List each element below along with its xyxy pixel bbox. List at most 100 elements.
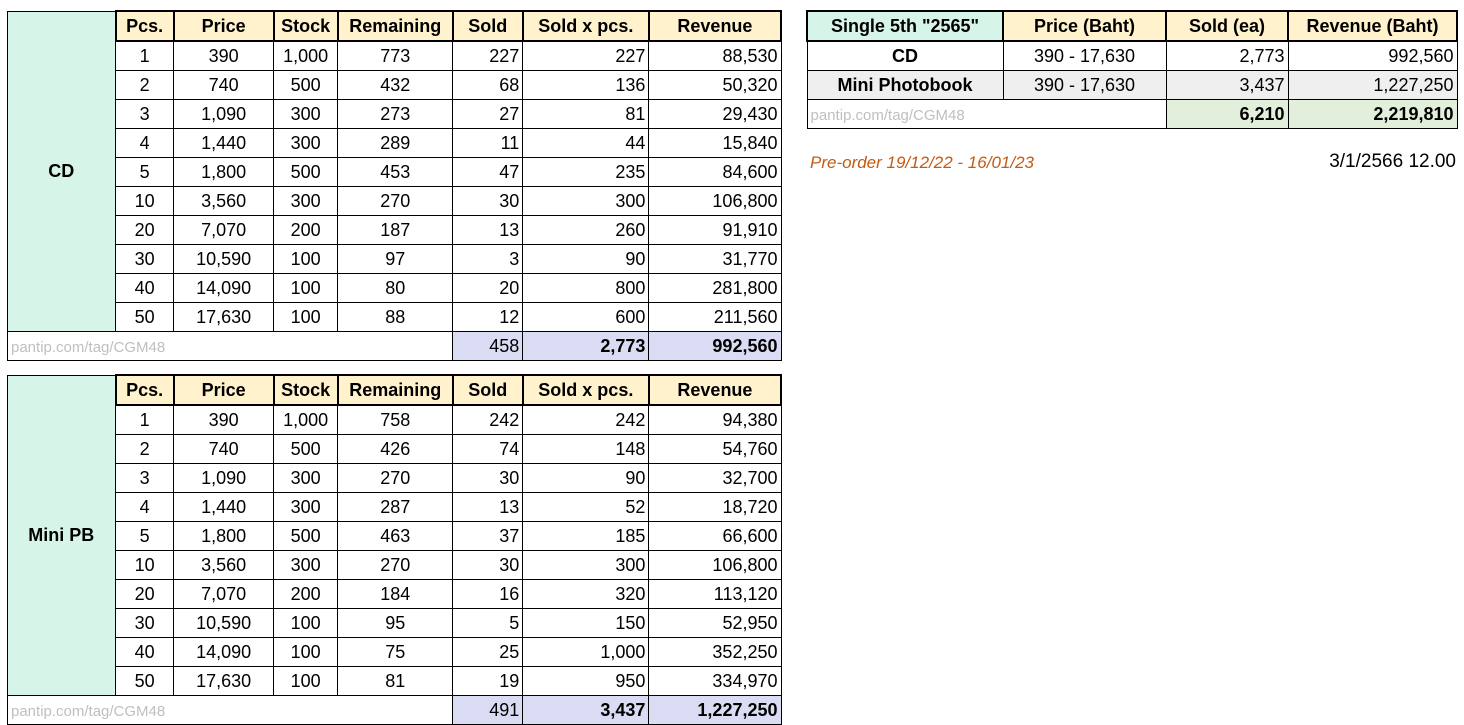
cell[interactable]: 88 bbox=[337, 302, 454, 332]
cell[interactable]: 227 bbox=[522, 40, 650, 71]
product-label[interactable]: CD bbox=[6, 10, 117, 332]
column-header[interactable]: Remaining bbox=[336, 10, 454, 42]
column-header[interactable]: Price bbox=[172, 374, 275, 406]
cell[interactable]: 47 bbox=[452, 157, 524, 187]
cell[interactable]: 30 bbox=[115, 608, 175, 638]
cell[interactable]: 27 bbox=[452, 99, 524, 129]
cell[interactable]: 600 bbox=[522, 302, 650, 332]
cell[interactable]: 88,530 bbox=[648, 40, 782, 71]
column-header[interactable]: Revenue (Baht) bbox=[1287, 10, 1458, 42]
cell[interactable]: 3 bbox=[115, 99, 175, 129]
cell[interactable]: 66,600 bbox=[648, 521, 782, 551]
cell[interactable]: 300 bbox=[273, 463, 339, 493]
column-header[interactable]: Single 5th "2565" bbox=[806, 10, 1004, 42]
cell[interactable]: 300 bbox=[273, 186, 339, 216]
cell[interactable]: 11 bbox=[452, 128, 524, 158]
cell[interactable]: 334,970 bbox=[648, 666, 782, 696]
cell[interactable]: 17,630 bbox=[173, 302, 275, 332]
column-header[interactable]: Stock bbox=[272, 374, 339, 406]
cell[interactable]: 50,320 bbox=[648, 70, 782, 100]
cell[interactable]: 29,430 bbox=[648, 99, 782, 129]
cell[interactable]: 235 bbox=[522, 157, 650, 187]
cell[interactable]: 44 bbox=[522, 128, 650, 158]
cell[interactable]: 300 bbox=[273, 550, 339, 580]
total-sold-x-pcs[interactable]: 2,773 bbox=[522, 331, 650, 361]
cell[interactable]: 463 bbox=[337, 521, 454, 551]
cell[interactable]: 500 bbox=[273, 157, 339, 187]
cell[interactable]: 800 bbox=[522, 273, 650, 303]
cell[interactable]: 10 bbox=[115, 186, 175, 216]
cell[interactable]: 300 bbox=[273, 492, 339, 522]
cell[interactable]: 1,090 bbox=[173, 99, 275, 129]
cell[interactable]: 20 bbox=[115, 579, 175, 609]
cell[interactable]: 100 bbox=[273, 302, 339, 332]
cell[interactable]: 300 bbox=[522, 186, 650, 216]
cell[interactable]: 273 bbox=[337, 99, 454, 129]
cell[interactable]: 187 bbox=[337, 215, 454, 245]
cell[interactable]: 185 bbox=[522, 521, 650, 551]
cell[interactable]: 90 bbox=[522, 244, 650, 274]
cell[interactable]: 100 bbox=[273, 608, 339, 638]
cell[interactable]: 30 bbox=[452, 550, 524, 580]
cell[interactable]: 81 bbox=[337, 666, 454, 696]
cell[interactable]: 740 bbox=[173, 70, 275, 100]
cell[interactable]: 453 bbox=[337, 157, 454, 187]
cell[interactable]: 1,090 bbox=[173, 463, 275, 493]
cell[interactable]: 30 bbox=[115, 244, 175, 274]
cell[interactable]: 281,800 bbox=[648, 273, 782, 303]
cell[interactable]: 16 bbox=[452, 579, 524, 609]
cell[interactable]: 5 bbox=[115, 157, 175, 187]
total-sold[interactable]: 458 bbox=[452, 331, 524, 361]
column-header[interactable]: Sold bbox=[451, 10, 524, 42]
cell[interactable]: 74 bbox=[452, 434, 524, 464]
cell[interactable]: 1,440 bbox=[173, 128, 275, 158]
cell[interactable]: 97 bbox=[337, 244, 454, 274]
cell[interactable]: 1,000 bbox=[522, 637, 650, 667]
cell[interactable]: 40 bbox=[115, 637, 175, 667]
cell[interactable]: 200 bbox=[273, 215, 339, 245]
cell[interactable]: 352,250 bbox=[648, 637, 782, 667]
total-revenue[interactable]: 1,227,250 bbox=[648, 695, 782, 725]
cell[interactable]: 758 bbox=[337, 404, 454, 435]
cell[interactable]: 390 bbox=[173, 40, 275, 71]
cell[interactable]: 2 bbox=[115, 70, 175, 100]
column-header[interactable]: Revenue bbox=[647, 10, 783, 42]
cell[interactable]: 91,910 bbox=[648, 215, 782, 245]
cell[interactable]: 5 bbox=[115, 521, 175, 551]
cell[interactable]: 31,770 bbox=[648, 244, 782, 274]
cell[interactable]: 3 bbox=[115, 463, 175, 493]
cell[interactable]: 12 bbox=[452, 302, 524, 332]
cell[interactable]: 52 bbox=[522, 492, 650, 522]
cell[interactable]: 1 bbox=[115, 40, 175, 71]
total-sold[interactable]: 491 bbox=[452, 695, 524, 725]
cell[interactable]: 300 bbox=[273, 128, 339, 158]
column-header[interactable]: Sold x pcs. bbox=[521, 374, 650, 406]
column-header[interactable]: Sold x pcs. bbox=[521, 10, 650, 42]
column-header[interactable]: Pcs. bbox=[114, 10, 175, 42]
cell[interactable]: 320 bbox=[522, 579, 650, 609]
cell[interactable]: 4 bbox=[115, 128, 175, 158]
cell[interactable]: 426 bbox=[337, 434, 454, 464]
cell[interactable]: 432 bbox=[337, 70, 454, 100]
cell[interactable]: 25 bbox=[452, 637, 524, 667]
total-revenue[interactable]: 2,219,810 bbox=[1287, 99, 1458, 129]
cell[interactable]: 500 bbox=[273, 434, 339, 464]
cell[interactable]: 5 bbox=[452, 608, 524, 638]
cell[interactable]: 68 bbox=[452, 70, 524, 100]
cell[interactable]: 184 bbox=[337, 579, 454, 609]
column-header[interactable]: Revenue bbox=[647, 374, 783, 406]
cell[interactable]: 7,070 bbox=[173, 215, 275, 245]
cell[interactable]: 1,800 bbox=[173, 157, 275, 187]
cell[interactable]: 52,950 bbox=[648, 608, 782, 638]
total-sold-x-pcs[interactable]: 3,437 bbox=[522, 695, 650, 725]
cell[interactable]: 100 bbox=[273, 666, 339, 696]
cell[interactable]: 270 bbox=[337, 186, 454, 216]
cell[interactable]: 80 bbox=[337, 273, 454, 303]
cell[interactable]: 136 bbox=[522, 70, 650, 100]
cell[interactable]: 289 bbox=[337, 128, 454, 158]
product-name[interactable]: Mini Photobook bbox=[806, 70, 1004, 100]
column-header[interactable]: Price bbox=[172, 10, 275, 42]
cell[interactable]: 1 bbox=[115, 404, 175, 435]
cell[interactable]: 390 bbox=[173, 404, 275, 435]
cell[interactable]: 54,760 bbox=[648, 434, 782, 464]
